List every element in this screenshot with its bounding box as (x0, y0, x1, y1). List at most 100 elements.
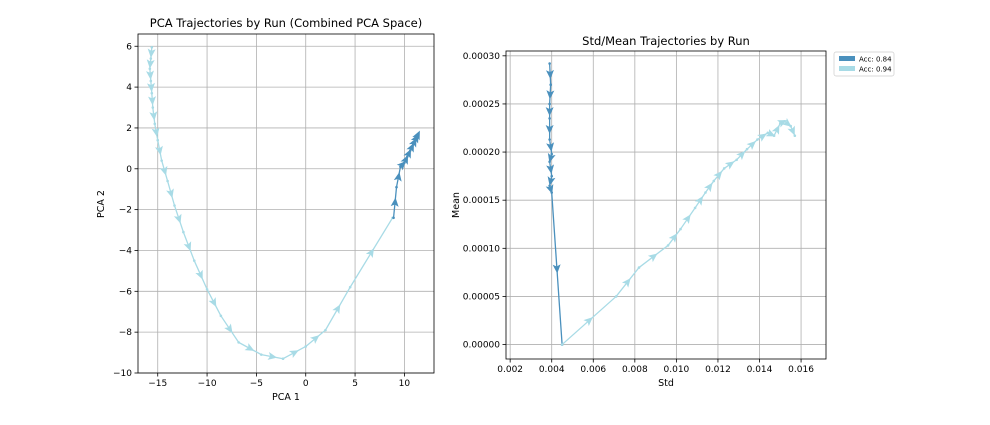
pca-x-tick-label: −15 (148, 379, 167, 389)
std-mean-x-tick-label: 0.004 (539, 365, 565, 375)
std-mean-series-run-094-arrow (787, 125, 795, 136)
pca-y-tick-label: −4 (119, 246, 133, 256)
pca-series-run-094-arrow (195, 269, 203, 280)
std-mean-y-tick-label: 0.00015 (463, 196, 500, 206)
std-mean-series-run-094-arrow (746, 140, 756, 151)
pca-series-run-084-point (403, 161, 406, 164)
std-mean-x-tick-label: 0.014 (747, 365, 773, 375)
std-mean-series-run-094-arrow (647, 253, 658, 263)
pca-series-run-094-point (151, 106, 155, 109)
pca-series-run-084-point (411, 142, 415, 146)
pca-x-tick-label: 10 (399, 379, 411, 389)
std-mean-series-run-094-point (712, 179, 716, 183)
std-mean-series-run-084-arrow (546, 90, 555, 100)
pca-y-tick-label: −8 (119, 328, 133, 338)
pca-series-run-094-arrow (155, 145, 163, 156)
pca-series-run-084-arrow (393, 172, 402, 182)
std-mean-y-tick-label: 0.00020 (463, 148, 500, 158)
std-mean-series-run-084-arrow (545, 124, 554, 134)
pca-x-tick-label: −5 (250, 379, 263, 389)
pca-series-run-084-point (415, 134, 419, 138)
pca-series-run-094-point (150, 45, 154, 49)
pca-series-run-094-arrow (288, 350, 299, 359)
std-mean-series-run-094-arrow (682, 214, 691, 225)
std-mean-series-run-094-point (793, 134, 797, 137)
pca-series-run-094-point (324, 328, 327, 332)
pca-series-run-094-arrow (148, 96, 157, 106)
pca-series-run-094-arrow (244, 343, 255, 351)
std-mean-series-run-084-arrow (545, 69, 554, 80)
std-mean-series-run-094-point (778, 121, 782, 125)
pca-series-run-094-point (153, 122, 157, 126)
std-mean-y-tick-label: 0.00010 (463, 244, 500, 254)
legend-swatch-acc-094 (839, 66, 855, 71)
std-mean-series-run-094-point (789, 124, 792, 128)
legend-label-acc-084: Acc: 0.84 (859, 56, 892, 64)
pca-series-run-094-point (348, 285, 352, 289)
pca-series-run-094-point (150, 91, 154, 95)
pca-series-run-094-arrow (208, 297, 217, 307)
std-mean-series-run-084-point (548, 184, 551, 188)
pca-series-run-094-point (166, 179, 169, 183)
pca-x-tick-label: 0 (303, 379, 309, 389)
std-mean-chart-title: Std/Mean Trajectories by Run (582, 34, 750, 48)
std-mean-y-tick-label: 0.00025 (463, 100, 500, 110)
pca-series-run-094-point (160, 159, 163, 162)
std-mean-series-run-094-point (679, 227, 682, 231)
std-mean-series-run-094-line (561, 120, 796, 346)
std-mean-series-run-084-point (548, 102, 551, 106)
std-mean-series-run-094-point (756, 138, 759, 141)
std-mean-y-axis-label: Mean (451, 192, 462, 218)
std-mean-series-run-094-arrow (621, 278, 631, 288)
std-mean-series-run-094-point (722, 167, 726, 170)
pca-x-tick-label: −10 (198, 379, 217, 389)
std-mean-x-tick-label: 0.008 (622, 365, 648, 375)
std-mean-series-run-094-arrow (704, 182, 713, 193)
std-mean-x-tick-label: 0.002 (497, 365, 523, 375)
std-mean-series-run-094-arrow (583, 317, 593, 327)
pca-series-run-084-point (413, 138, 417, 142)
pca-x-axis-label: PCA 1 (272, 392, 300, 403)
pca-series-run-094-point (219, 314, 223, 318)
std-mean-series-run-094-point (766, 131, 770, 135)
pca-y-tick-label: 2 (126, 124, 132, 134)
pca-y-tick-label: 4 (126, 83, 132, 93)
std-mean-series-run-094-point (614, 295, 618, 298)
std-mean-x-tick-label: 0.010 (664, 365, 690, 375)
pca-series-run-094-point (149, 57, 153, 60)
std-mean-series-run-084-point (548, 62, 551, 65)
pca-y-axis-label: PCA 2 (96, 190, 107, 218)
std-mean-series-run-094-arrow (694, 196, 704, 206)
pca-series-run-084-point (406, 155, 409, 158)
std-mean-series-run-094-arrow (736, 150, 746, 161)
pca-series-run-094-point (173, 204, 176, 207)
std-mean-x-tick-label: 0.006 (580, 365, 606, 375)
std-mean-x-tick-label: 0.016 (788, 365, 814, 375)
pca-series-run-094-point (260, 353, 263, 356)
std-mean-series-run-084-point (550, 152, 554, 156)
std-mean-series-run-084-point (549, 83, 552, 86)
std-mean-series-run-084-point (548, 138, 551, 141)
pca-series-run-094-point (205, 287, 209, 291)
std-mean-series-run-084-arrow (552, 264, 561, 274)
pca-series (146, 45, 420, 361)
std-mean-series-run-094-arrow (757, 133, 767, 142)
pca-series-run-094-arrow (224, 323, 233, 334)
pca-series-run-094-arrow (146, 70, 154, 80)
std-mean-series-run-094-arrow (713, 170, 723, 181)
pca-series-run-094-point (281, 357, 285, 361)
pca-series-run-094-arrow (365, 248, 374, 259)
std-mean-series-run-094-point (637, 266, 641, 269)
std-mean-series-run-084-arrow (546, 142, 555, 152)
pca-series-run-094-arrow (146, 59, 155, 69)
std-mean-series-run-094-point (666, 244, 670, 247)
std-mean-x-axis-label: Std (658, 378, 674, 389)
pca-series-run-094-arrow (166, 188, 174, 199)
pca-series-run-094-point (192, 259, 196, 262)
pca-series-run-084-arrow (390, 197, 399, 207)
pca-series-run-094-arrow (309, 335, 320, 344)
std-mean-series-run-094-arrow (771, 124, 780, 135)
pca-y-tick-label: 6 (126, 42, 132, 52)
std-mean-series-run-094-arrow (781, 118, 792, 127)
